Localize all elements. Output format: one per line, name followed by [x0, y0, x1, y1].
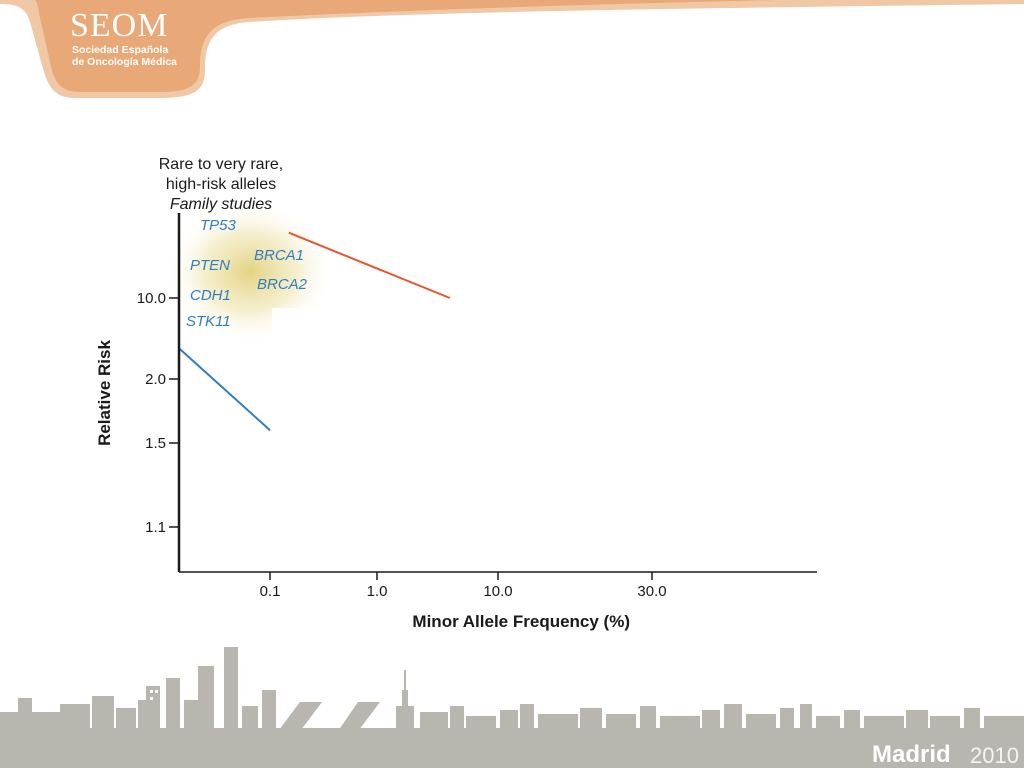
logo-title: SEOM	[70, 7, 169, 44]
skyline-windows	[150, 690, 158, 700]
footer-year: 2010	[970, 743, 1019, 768]
gene-label-cdh1: CDH1	[190, 287, 231, 304]
gene-label-stk11: STK11	[186, 313, 231, 330]
x-tick-label: 1.0	[367, 583, 388, 600]
x-axis-label: Minor Allele Frequency (%)	[412, 612, 630, 631]
gene-label-tp53: TP53	[200, 217, 237, 234]
logo-subtitle-line1: Sociedad Española	[72, 44, 169, 56]
banner-shape	[0, 0, 1024, 98]
series-line-1	[178, 347, 271, 431]
x-tick-label: 10.0	[483, 583, 512, 600]
y-axis-label: Relative Risk	[95, 340, 114, 446]
series-group	[178, 231, 451, 431]
logo-subtitle: Sociedad Española de Oncología Médica	[72, 44, 177, 68]
y-tick-label: 1.5	[145, 435, 166, 452]
banner-main	[35, 0, 780, 92]
gene-label-brca2: BRCA2	[257, 276, 308, 293]
x-ticks: 0.1 1.0 10.0 30.0	[260, 572, 667, 600]
y-ticks: 10.0 2.0 1.5 1.1	[137, 290, 179, 536]
highlight-mask	[272, 308, 572, 428]
y-tick-label: 2.0	[145, 371, 166, 388]
skyline-silhouette	[0, 647, 1024, 768]
gene-label-brca1: BRCA1	[254, 247, 304, 264]
annotation-group: Rare to very rare, high-risk alleles Fam…	[159, 156, 283, 213]
series-line-0	[288, 231, 451, 299]
annotation-line3: Family studies	[170, 196, 272, 213]
annotation-line1: Rare to very rare,	[159, 156, 283, 173]
gene-labels: TP53 PTEN BRCA1 BRCA2 CDH1 STK11	[186, 217, 308, 330]
footer-city: Madrid	[872, 741, 951, 768]
annotation-line2: high-risk alleles	[166, 176, 276, 193]
gene-label-pten: PTEN	[190, 257, 230, 274]
logo-subtitle-line2: de Oncología Médica	[72, 56, 178, 68]
y-tick-label: 10.0	[137, 290, 166, 307]
y-tick-label: 1.1	[145, 519, 166, 536]
x-tick-label: 0.1	[260, 583, 281, 600]
x-tick-label: 30.0	[637, 583, 666, 600]
